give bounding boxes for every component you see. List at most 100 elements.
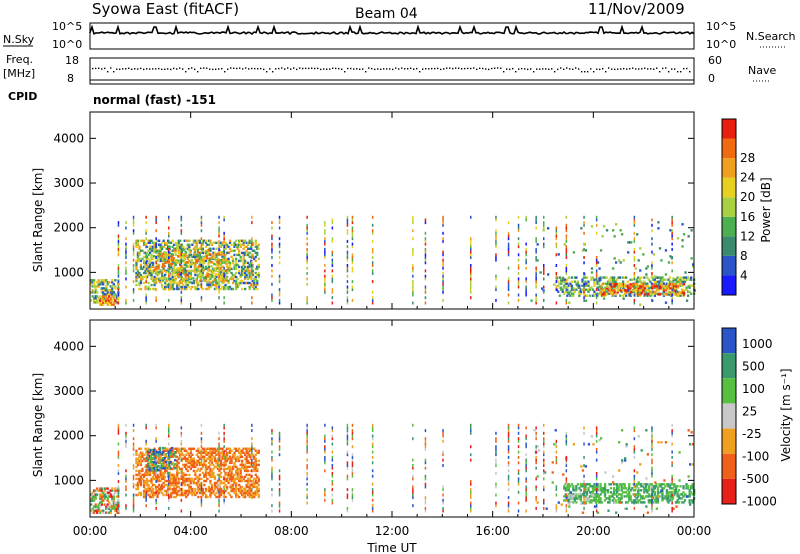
echo-cell [174, 263, 177, 266]
echo-cell [221, 455, 224, 458]
echo-cell [646, 293, 649, 296]
echo-cell [664, 278, 667, 281]
echo-cell [150, 481, 153, 485]
echo-cell [622, 289, 625, 292]
echo-cell [591, 491, 595, 494]
echo-streak [117, 247, 120, 251]
echo-cell [156, 495, 159, 499]
echo-cell [221, 481, 224, 485]
echo-cell [182, 457, 185, 460]
echo-cell [656, 487, 660, 490]
echo-cell [212, 471, 215, 475]
echo-streak [251, 266, 253, 270]
echo-cell [239, 471, 242, 475]
echo-cell [216, 263, 220, 267]
echo-cell [213, 279, 216, 282]
echo-cell [203, 459, 206, 463]
echo-cell [573, 497, 576, 500]
echo-cell [177, 447, 180, 450]
echo-cell [638, 499, 641, 502]
echo-cell [189, 277, 192, 280]
echo-streak [324, 277, 326, 281]
freq-dot [632, 67, 634, 69]
echo-streak [145, 426, 147, 430]
echo-cell [644, 487, 647, 490]
echo-cell [211, 271, 215, 274]
echo-cell [182, 479, 185, 483]
echo-cell [188, 253, 191, 257]
echo-cell [108, 495, 111, 498]
echo-cell [593, 280, 596, 283]
echo-streak [565, 245, 568, 249]
echo-cell [603, 483, 607, 486]
freq-dot [125, 68, 127, 70]
echo-cell [256, 281, 259, 285]
echo-cell [99, 493, 102, 496]
echo-cell [142, 495, 146, 499]
echo-cell [254, 277, 257, 281]
echo-cell [111, 489, 114, 492]
echo-cell [665, 495, 669, 498]
echo-cell [147, 271, 150, 275]
echo-cell [176, 247, 179, 250]
freq-dot [425, 68, 427, 70]
echo-cell [682, 294, 685, 297]
echo-cell [557, 290, 560, 293]
echo-cell [138, 245, 141, 248]
echo-streak [180, 223, 183, 227]
power-colorbar-tick: 28 [740, 151, 755, 165]
echo-cell [613, 493, 616, 496]
echo-cell [145, 455, 149, 458]
echo-cell [233, 243, 236, 246]
echo-cell [149, 459, 153, 462]
echo-cell [138, 477, 141, 481]
echo-streak [535, 266, 537, 270]
echo-streak [324, 285, 326, 289]
echo-cell [658, 285, 662, 288]
echo-cell [205, 273, 209, 276]
echo-cell [164, 253, 167, 257]
echo-cell [189, 457, 192, 460]
echo-cell [117, 495, 120, 498]
echo-cell [185, 479, 188, 483]
echo-cell [108, 293, 111, 296]
echo-cell [144, 267, 147, 271]
echo-cell [254, 489, 257, 493]
echo-cell [174, 491, 177, 495]
echo-cell [558, 286, 561, 289]
echo-cell [156, 493, 159, 497]
echo-cell [635, 280, 638, 283]
echo-cell [207, 465, 211, 469]
echo-cell [672, 507, 675, 510]
echo-cell [136, 461, 140, 465]
echo-cell [195, 261, 198, 264]
echo-streak [442, 274, 444, 278]
echo-streak [145, 245, 147, 249]
echo-cell [174, 277, 177, 281]
echo-cell [638, 280, 641, 283]
echo-cell [204, 449, 208, 452]
echo-cell [635, 497, 638, 500]
echo-cell [664, 497, 667, 500]
echo-streak [331, 264, 334, 267]
echo-cell [245, 459, 248, 463]
echo-cell [161, 473, 164, 477]
echo-cell [588, 485, 592, 488]
echo-cell [97, 503, 100, 506]
echo-streak [218, 266, 220, 270]
echo-cell [169, 259, 172, 262]
freq-dot [167, 68, 169, 70]
echo-cell [171, 273, 174, 276]
echo-streak [278, 490, 281, 494]
echo-cell [241, 479, 244, 483]
echo-streak [168, 450, 170, 454]
echo-cell [692, 443, 695, 446]
echo-streak [324, 247, 326, 251]
echo-streak [200, 482, 203, 486]
echo-cell [212, 475, 215, 479]
echo-streak [200, 442, 203, 446]
echo-cell [136, 485, 140, 489]
echo-cell [602, 294, 605, 297]
echo-cell [195, 449, 198, 452]
echo-cell [195, 259, 198, 262]
